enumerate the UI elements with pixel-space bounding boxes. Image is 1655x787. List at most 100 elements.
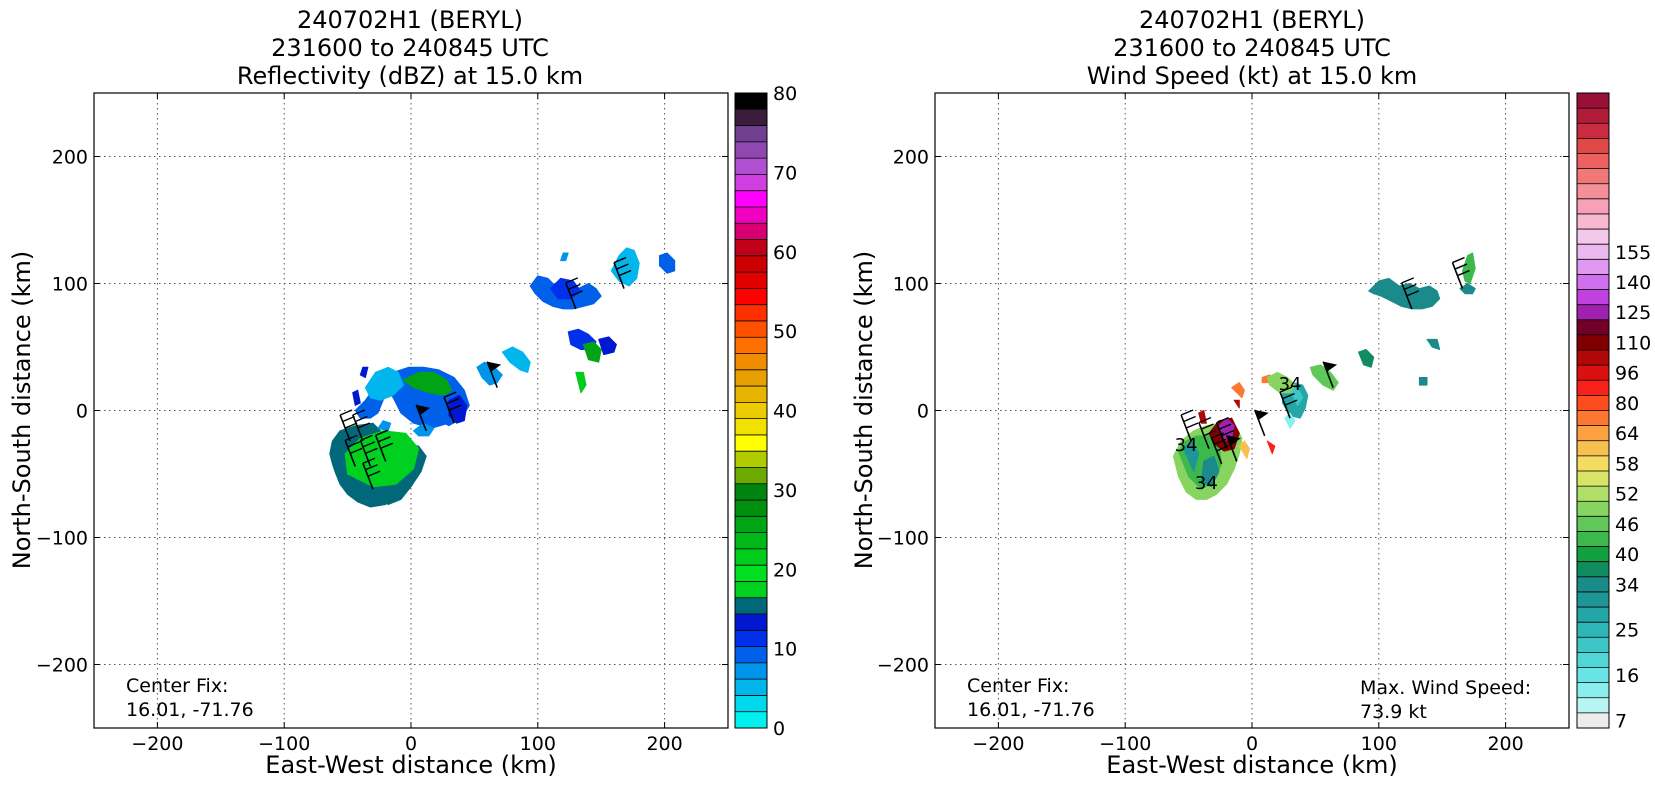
wind-colorbar-bin xyxy=(1577,410,1609,426)
reflectivity-wind-barb xyxy=(352,409,371,442)
reflectivity-data-region xyxy=(413,422,435,437)
wind-data-region xyxy=(1231,382,1245,399)
reflectivity-colorbar-bin xyxy=(735,711,767,728)
reflectivity-data-region xyxy=(352,389,361,406)
reflectivity-colorbar-tick-label: 20 xyxy=(773,559,797,581)
reflectivity-data-region xyxy=(501,346,531,373)
panel-reflectivity: 240702H1 (BERYL) 231600 to 240845 UTC Re… xyxy=(8,6,797,779)
reflectivity-colorbar-bin xyxy=(735,695,767,712)
reflectivity-colorbar-bin xyxy=(735,141,767,159)
wind-colorbar-tick-label: 125 xyxy=(1615,302,1651,324)
wind-xtick-label: 100 xyxy=(1361,733,1397,755)
reflectivity-data-region xyxy=(359,366,369,378)
wind-wind-barb xyxy=(1322,361,1338,388)
reflectivity-xtick-label: 0 xyxy=(405,733,417,755)
wind-colorbar-bin xyxy=(1577,93,1609,109)
wind-title-line-2: 231600 to 240845 UTC xyxy=(1113,34,1391,62)
wind-wind-barb xyxy=(1180,409,1199,442)
wind-contour-label: 34 xyxy=(1195,473,1218,494)
reflectivity-colorbar-bin xyxy=(735,679,767,696)
reflectivity-axes: −200 −100 0 100 200 −200 −100 0 100 200 xyxy=(36,93,728,755)
wind-colorbar-tick-label: 64 xyxy=(1615,423,1639,445)
reflectivity-colorbar-bin xyxy=(735,272,767,289)
reflectivity-ytick-label: 100 xyxy=(52,274,88,296)
wind-colorbar-bin xyxy=(1577,470,1609,487)
reflectivity-colorbar-bin xyxy=(735,109,767,126)
reflectivity-colorbar-bin xyxy=(735,630,767,647)
reflectivity-colorbar-tick-label: 50 xyxy=(773,321,797,343)
reflectivity-colorbar-bin xyxy=(735,174,767,191)
wind-colorbar-bin xyxy=(1577,123,1609,139)
reflectivity-colorbar-tick-label: 0 xyxy=(773,718,785,740)
reflectivity-colorbar-bin xyxy=(735,516,767,533)
wind-xtick-label: 200 xyxy=(1487,733,1523,755)
wind-colorbar-tick-label: 140 xyxy=(1615,272,1651,294)
wind-ytick-label: −200 xyxy=(877,655,929,677)
wind-colorbar-bin xyxy=(1577,607,1609,623)
wind-colorbar-bin xyxy=(1577,108,1609,124)
reflectivity-title-line-1: 240702H1 (BERYL) xyxy=(297,6,523,34)
wind-colorbar-tick-label: 40 xyxy=(1615,544,1639,566)
reflectivity-plot-area xyxy=(94,93,728,728)
reflectivity-colorbar-bin xyxy=(735,223,767,240)
wind-colorbar-bin xyxy=(1577,667,1609,683)
reflectivity-colorbar-bin xyxy=(735,402,767,419)
reflectivity-colorbar-bin xyxy=(735,206,767,224)
wind-colorbar-bin xyxy=(1577,289,1609,305)
reflectivity-xtick-label: −200 xyxy=(131,733,183,755)
wind-colorbar-bin xyxy=(1577,486,1609,502)
wind-colorbar-tick-label: 80 xyxy=(1615,393,1639,415)
reflectivity-data-region xyxy=(402,371,453,396)
wind-colorbar-bin xyxy=(1577,682,1609,698)
wind-colorbar-bin xyxy=(1577,576,1609,592)
wind-colorbar-bin xyxy=(1577,138,1609,154)
reflectivity-wind-barb xyxy=(344,434,363,467)
reflectivity-colorbar-tick-label: 40 xyxy=(773,401,797,423)
reflectivity-colorbar-bin xyxy=(735,597,767,615)
reflectivity-data-region xyxy=(448,394,468,424)
reflectivity-colorbar-bin xyxy=(735,467,767,484)
reflectivity-xtick-label: −100 xyxy=(258,733,310,755)
reflectivity-colorbar-bin xyxy=(735,532,767,549)
wind-colorbar-tick-label: 7 xyxy=(1615,710,1627,732)
wind-data-region xyxy=(1266,371,1296,394)
reflectivity-data-region xyxy=(582,341,602,363)
wind-colorbar-bin xyxy=(1577,380,1609,396)
wind-ytick-label: 100 xyxy=(893,274,929,296)
reflectivity-wind-barb xyxy=(374,429,393,462)
reflectivity-wind-barb xyxy=(613,256,632,289)
reflectivity-colorbar-bin xyxy=(735,386,767,403)
reflectivity-colorbar-bin xyxy=(735,614,767,631)
reflectivity-colorbar-bin xyxy=(735,288,767,305)
wind-colorbar-bin xyxy=(1577,591,1609,608)
reflectivity-ylabel: North-South distance (km) xyxy=(8,251,36,570)
wind-colorbar-bin xyxy=(1577,365,1609,381)
wind-axes: −200 −100 0 100 200 −200 −100 0 100 200 xyxy=(877,93,1569,755)
reflectivity-data-region xyxy=(377,420,392,432)
reflectivity-colorbar-bin xyxy=(735,369,767,387)
wind-colorbar-bin xyxy=(1577,244,1609,260)
wind-colorbar-bin xyxy=(1577,697,1609,713)
reflectivity-data-region xyxy=(575,371,587,394)
reflectivity-center-fix-value: 16.01, -71.76 xyxy=(126,699,254,721)
reflectivity-xtick-label: 200 xyxy=(646,733,682,755)
reflectivity-wind-barb xyxy=(362,457,381,490)
wind-wind-barb xyxy=(1210,432,1229,465)
reflectivity-data-region xyxy=(598,336,617,356)
wind-data-region xyxy=(1233,399,1240,409)
reflectivity-colorbar-bin xyxy=(735,125,767,142)
wind-title-line-1: 240702H1 (BERYL) xyxy=(1139,6,1365,34)
reflectivity-colorbar-frame xyxy=(734,92,768,729)
wind-colorbar-tick-label: 52 xyxy=(1615,484,1639,506)
wind-colorbar-bin xyxy=(1577,395,1609,411)
wind-colorbar-bin xyxy=(1577,229,1609,245)
reflectivity-colorbar-bin xyxy=(735,662,767,680)
wind-data-region xyxy=(1368,277,1441,310)
wind-data-region xyxy=(1462,252,1476,284)
wind-xtick-label: −100 xyxy=(1099,733,1151,755)
reflectivity-wind-barb xyxy=(565,277,584,310)
wind-colorbar-bin xyxy=(1577,652,1609,668)
wind-colorbar-bin xyxy=(1577,198,1609,214)
wind-colorbar-bin xyxy=(1577,304,1609,320)
reflectivity-colorbar-bin xyxy=(735,646,767,663)
